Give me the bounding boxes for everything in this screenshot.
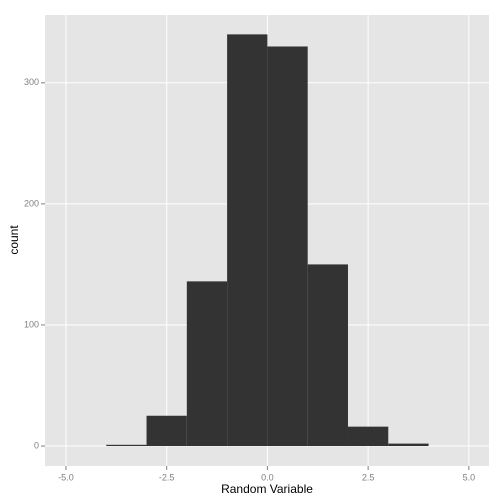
bar bbox=[347, 426, 389, 447]
y-tick-label: 200 bbox=[24, 198, 39, 208]
y-tick-label: 100 bbox=[24, 319, 39, 329]
bar bbox=[307, 264, 348, 447]
x-axis-title: Random Variable bbox=[221, 482, 313, 496]
bar bbox=[106, 444, 147, 447]
y-tick-label: 300 bbox=[24, 77, 39, 87]
y-axis-title: count bbox=[7, 225, 21, 255]
x-tick-label: 5.0 bbox=[463, 472, 476, 482]
bar bbox=[388, 443, 429, 447]
bar bbox=[186, 281, 228, 447]
bar bbox=[227, 34, 268, 447]
bar bbox=[146, 415, 187, 447]
bar bbox=[267, 46, 308, 447]
x-tick-label: -5.0 bbox=[58, 472, 74, 482]
x-tick-label: 2.5 bbox=[362, 472, 375, 482]
y-tick-label: 0 bbox=[34, 440, 39, 450]
x-tick-label: 0.0 bbox=[261, 472, 274, 482]
x-tick-label: -2.5 bbox=[159, 472, 175, 482]
